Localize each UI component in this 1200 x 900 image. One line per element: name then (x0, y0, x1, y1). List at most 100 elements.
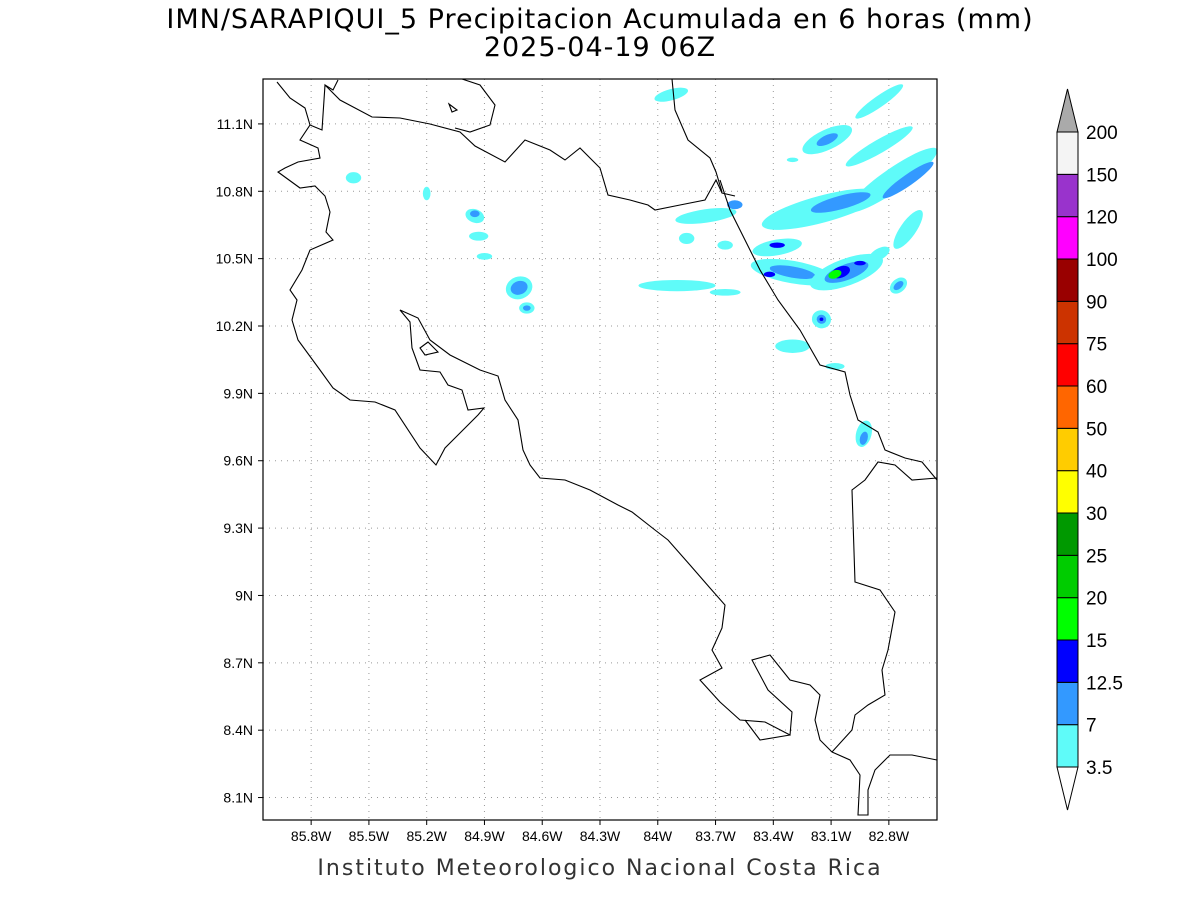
colorbar-label: 15 (1086, 631, 1107, 652)
precip-cell-level-1 (769, 265, 816, 279)
y-tick-label: 10.5N (216, 251, 253, 267)
y-tick-label: 8.4N (223, 722, 253, 738)
precip-cell-level-0 (845, 126, 913, 167)
colorbar-label: 25 (1086, 546, 1107, 567)
x-tick-label: 83.7W (695, 828, 736, 844)
precip-cell-level-0 (786, 157, 799, 163)
y-axis-ticks: 11.1N 10.8N 10.5N 10.2N 9.9N 9.6N 9.3N 9N 8.7N 8.… (216, 116, 263, 806)
y-tick-label: 8.1N (223, 790, 253, 806)
precip-cell-level-3 (828, 269, 842, 279)
colorbar-box (1056, 427, 1079, 472)
y-tick-label: 8.7N (223, 655, 253, 671)
precipitation-field (345, 84, 937, 447)
panama-border (831, 751, 937, 816)
colorbar-box (1056, 300, 1079, 345)
x-tick-label: 85.2W (406, 828, 447, 844)
colorbar-box (1056, 216, 1079, 260)
grid (263, 79, 937, 820)
precip-cell-level-0 (345, 172, 362, 184)
pacific-coast (276, 124, 937, 753)
precip-cell-level-2 (769, 242, 785, 248)
colorbar-box (1056, 724, 1079, 768)
colorbar-label: 20 (1086, 589, 1107, 610)
peninsula-south (744, 719, 791, 741)
x-tick-label: 83.1W (811, 828, 852, 844)
lake-nicaragua-shore (324, 79, 339, 91)
y-tick-label: 11.1N (217, 116, 253, 132)
precip-cell-level-0 (717, 240, 733, 250)
precip-cell-level-1 (470, 210, 480, 218)
y-tick-label: 9.3N (223, 520, 253, 536)
caribbean-coast (719, 179, 937, 481)
y-tick-label: 9N (235, 587, 253, 603)
y-tick-label: 9.6N (223, 453, 253, 469)
map-title: IMN/SARAPIQUI_5 Precipitacion Acumulada … (166, 4, 1034, 35)
precip-cell-level-1 (893, 281, 904, 291)
colorbar-box (1056, 131, 1079, 175)
colorbar-label: 60 (1086, 377, 1107, 398)
footer-credit: Instituto Meteorologico Nacional Costa R… (317, 856, 883, 881)
x-tick-label: 84W (643, 828, 673, 844)
precip-cell-level-1 (816, 133, 838, 146)
precip-cell-level-1 (810, 192, 871, 213)
colorbar-box (1056, 597, 1079, 641)
precip-cell-level-1 (859, 431, 868, 445)
colorbar-label: 40 (1086, 462, 1107, 483)
colorbar-box (1056, 258, 1079, 302)
colorbar-box (1056, 385, 1079, 429)
colorbar-box (1056, 173, 1079, 218)
lake-shore-north (454, 79, 496, 133)
nicaragua-east-coast (671, 79, 723, 193)
gulf-island (419, 341, 440, 356)
colorbar-label: 100 (1086, 250, 1118, 271)
island (447, 102, 459, 113)
colorbar-label: 3.5 (1086, 758, 1112, 779)
precip-cell-level-1 (882, 161, 934, 199)
colorbar-arrow-bottom (1056, 766, 1079, 811)
precip-cell-level-0 (638, 279, 716, 292)
precip-cell-level-0 (422, 186, 431, 201)
colorbar-box (1056, 470, 1079, 514)
precip-cell-level-0 (893, 209, 923, 249)
colorbar-label: 150 (1086, 165, 1118, 186)
x-axis-ticks: 85.8W 85.5W 85.2W 84.9W 84.6W 84.3W 84W 83.7W 83… (291, 820, 910, 844)
precip-cell-level-1 (727, 200, 743, 210)
precip-cell-level-0 (709, 288, 741, 296)
x-tick-label: 85.8W (291, 828, 332, 844)
colorbar-box (1056, 681, 1079, 726)
precip-cell-level-1 (510, 280, 528, 295)
colorbar-label: 120 (1086, 208, 1118, 229)
colorbar-box (1056, 343, 1079, 387)
x-tick-label: 83.4W (753, 828, 794, 844)
x-tick-label: 84.3W (580, 828, 621, 844)
x-tick-label: 82.8W (869, 828, 910, 844)
precip-cell-level-0 (678, 232, 695, 245)
precip-cell-level-0 (469, 231, 489, 241)
map-date: 2025-04-19 06Z (483, 32, 717, 63)
colorbar-box (1056, 639, 1079, 683)
coastline (276, 79, 937, 816)
precip-cell-level-1 (522, 305, 531, 311)
precip-cell-level-2 (763, 271, 776, 278)
colorbar-box (1056, 554, 1079, 599)
colorbar-label: 90 (1086, 292, 1107, 313)
x-tick-label: 84.9W (464, 828, 505, 844)
precip-cell-level-0 (476, 253, 493, 260)
precip-cell-level-0 (675, 208, 737, 224)
colorbar-box (1056, 512, 1079, 556)
colorbar-label: 50 (1086, 419, 1107, 440)
y-tick-label: 10.2N (216, 318, 253, 334)
map-background (263, 79, 937, 820)
precip-cell-level-0 (868, 246, 890, 262)
colorbar-label: 7 (1086, 716, 1097, 737)
precip-cell-level-2 (819, 317, 824, 322)
colorbar-label: 30 (1086, 504, 1107, 525)
precip-cell-level-0 (775, 339, 810, 353)
x-tick-label: 84.6W (522, 828, 563, 844)
colorbar-arrow-top (1056, 88, 1079, 133)
colorbar: 3.5 7 12.5 15 20 25 30 40 50 60 75 90 100 120 150 200 (1056, 88, 1123, 811)
colorbar-label: 12.5 (1086, 673, 1123, 694)
x-tick-label: 85.5W (349, 828, 390, 844)
nicaragua-border (276, 81, 736, 211)
